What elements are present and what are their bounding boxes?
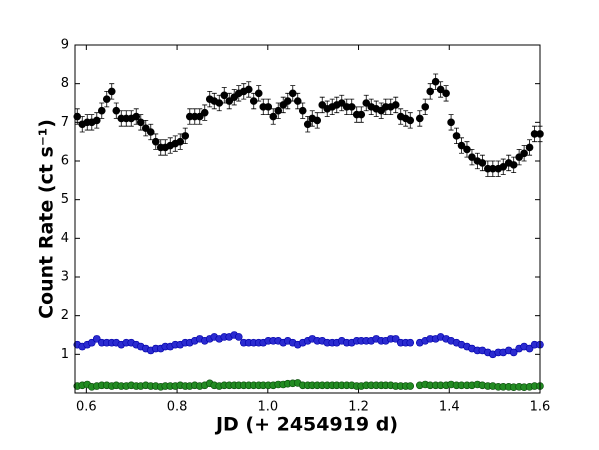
data-point <box>452 132 461 140</box>
data-point <box>357 110 366 119</box>
x-tick-label: 1.0 <box>257 400 278 415</box>
y-tick-label: 3 <box>61 270 69 285</box>
data-point <box>92 116 101 125</box>
data-point <box>303 120 312 129</box>
data-point <box>151 137 160 146</box>
data-point <box>406 116 415 125</box>
y-tick-label: 1 <box>61 347 69 362</box>
data-point <box>431 77 440 86</box>
data-point <box>274 106 283 115</box>
data-point <box>457 141 466 150</box>
data-point <box>426 87 435 96</box>
x-tick-label: 1.6 <box>530 400 551 415</box>
data-point <box>234 333 243 341</box>
data-point <box>141 124 150 132</box>
data-point <box>442 89 450 98</box>
data-point <box>107 87 116 96</box>
data-point <box>215 99 224 107</box>
data-point <box>478 159 487 167</box>
data-point <box>249 97 258 105</box>
data-point <box>92 335 101 343</box>
data-point <box>102 95 111 103</box>
data-point <box>283 97 292 105</box>
data-point <box>447 118 455 127</box>
data-point <box>406 382 415 390</box>
data-point <box>525 143 534 152</box>
x-tick-label: 1.2 <box>348 400 369 415</box>
y-tick-label: 5 <box>61 192 69 207</box>
data-point <box>225 97 234 105</box>
data-point <box>244 85 253 94</box>
data-point <box>313 116 322 125</box>
y-tick-label: 9 <box>61 38 69 53</box>
data-point <box>391 101 400 109</box>
y-tick-label: 6 <box>61 154 69 169</box>
data-point <box>254 89 263 98</box>
data-point <box>509 161 518 169</box>
data-point <box>499 163 508 171</box>
data-point <box>112 106 121 115</box>
x-tick-label: 1.4 <box>439 400 460 415</box>
data-point <box>195 112 204 121</box>
data-point <box>520 149 528 158</box>
x-axis-title: JD (+ 2454919 d) <box>214 414 398 436</box>
data-point <box>136 118 145 127</box>
data-point <box>421 103 430 111</box>
data-point <box>362 99 371 107</box>
data-point <box>468 153 476 161</box>
data-point <box>337 99 346 107</box>
data-point <box>176 137 185 146</box>
data-point <box>406 338 415 347</box>
data-point <box>525 344 534 353</box>
x-tick-label: 0.8 <box>167 400 188 415</box>
y-tick-label: 7 <box>61 115 69 130</box>
data-point <box>298 106 307 115</box>
data-point <box>293 97 302 105</box>
data-point <box>391 335 400 343</box>
data-point <box>220 91 229 100</box>
y-tick-label: 4 <box>61 231 69 246</box>
data-point <box>87 338 96 347</box>
data-point <box>347 103 356 111</box>
y-axis-title: Count Rate (ct s⁻¹) <box>36 119 58 319</box>
data-point <box>132 112 141 121</box>
data-point <box>288 89 297 98</box>
data-point <box>318 101 327 109</box>
data-point <box>509 348 518 357</box>
data-point <box>97 106 106 115</box>
data-point <box>200 108 209 117</box>
data-point <box>181 132 190 140</box>
x-tick-label: 0.6 <box>76 400 97 415</box>
data-point <box>436 85 445 94</box>
y-tick-label: 8 <box>61 76 69 91</box>
data-point <box>146 128 155 136</box>
data-point <box>463 145 471 154</box>
data-point <box>515 153 523 161</box>
data-point <box>269 112 278 121</box>
plot-frame <box>74 44 541 394</box>
data-point <box>415 114 424 123</box>
data-point <box>264 103 273 111</box>
y-tick-label: 2 <box>61 308 69 323</box>
